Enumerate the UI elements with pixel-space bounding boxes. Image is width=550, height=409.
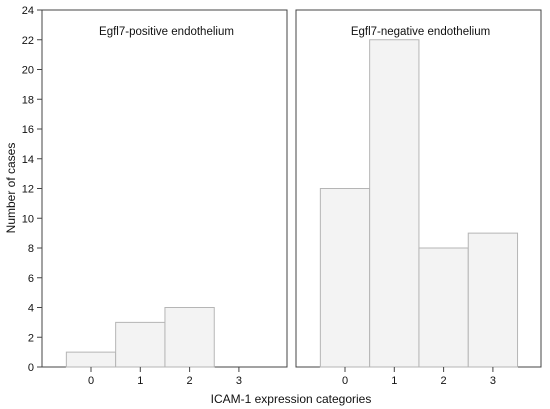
bar [319,188,371,368]
bar [369,39,420,368]
bar [115,321,166,368]
x-tick-label: 0 [88,375,94,387]
bar [467,232,519,368]
x-ticks: 0 1 2 3 [88,367,242,387]
y-tick-label: 2 [28,332,34,344]
y-tick-label: 24 [22,5,34,17]
panel-left: Egfl7-positive endothelium 0 1 2 3 [41,9,288,387]
x-axis-title: ICAM-1 expression categories [211,392,372,406]
x-ticks: 0 1 2 3 [342,367,496,387]
y-tick-label: 6 [28,273,34,285]
x-tick-label: 3 [236,375,242,387]
x-tick-label: 1 [137,375,143,387]
y-tick-label: 8 [28,243,34,255]
bar [418,247,469,368]
bar [65,351,117,368]
x-tick-label: 2 [441,375,447,387]
bars [319,39,519,368]
x-tick-label: 0 [342,375,348,387]
x-tick-label: 2 [187,375,193,387]
panel-right: Egfl7-negative endothelium 0 1 2 3 [295,9,542,387]
x-tick-label: 1 [391,375,397,387]
x-tick-label: 3 [490,375,496,387]
y-tick-label: 22 [22,35,34,47]
y-tick-label: 0 [28,362,34,374]
y-tick-label: 18 [22,94,34,106]
y-tick-label: 10 [22,213,34,225]
y-tick-label: 20 [22,65,34,77]
bars [65,307,215,368]
y-tick-label: 12 [22,184,34,196]
y-tick-label: 4 [28,303,34,315]
bar [164,307,215,368]
y-axis-title: Number of cases [4,143,18,234]
panel-title: Egfl7-negative endothelium [351,26,490,38]
y-tick-label: 14 [22,154,34,166]
panel-title: Egfl7-positive endothelium [99,26,234,38]
y-tick-label: 16 [22,124,34,136]
